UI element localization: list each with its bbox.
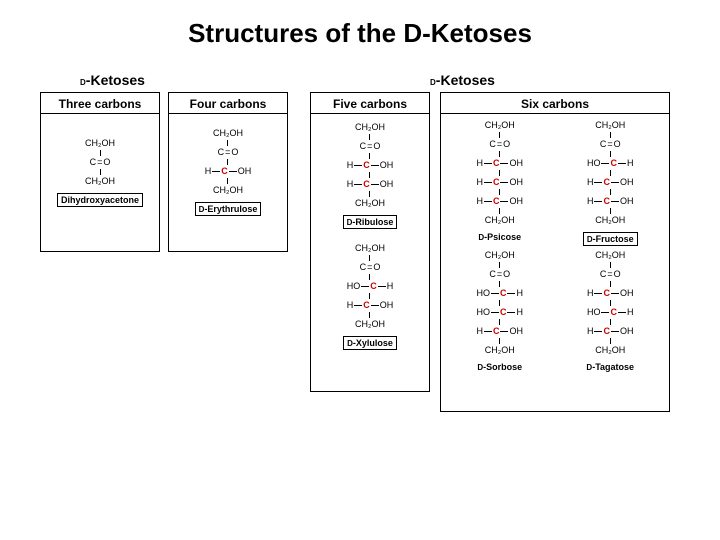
panel-six-carbons: Six carbons CH₂OHC=OHCOHHCOHHCOHCH₂OH D-…	[440, 92, 670, 412]
panel-header-c6: Six carbons	[441, 93, 669, 114]
molecule-xylulose: CH₂OHC=OHOCHHCOHCH₂OH D-XyluloseD-Xylulo…	[343, 243, 397, 350]
molecule-label-fructose: D-FructoseD-Fructose	[583, 232, 638, 246]
molecule-dihydroxyacetone: CH₂OHC=OCH₂OH Dihydroxyacetone	[57, 138, 143, 207]
molecule-label-dha: Dihydroxyacetone	[57, 193, 143, 207]
molecule-label-xylulose: D-XyluloseD-Xylulose	[343, 336, 397, 350]
molecule-label-ribulose: D-RibuloseD-Ribulose	[343, 215, 398, 229]
molecule-label-psicose: D-PsicoseD-Psicose	[478, 232, 521, 242]
molecule-ribulose: CH₂OHC=OHCOHHCOHCH₂OH D-RibuloseD-Ribulo…	[343, 122, 398, 229]
molecule-erythrulose: CH₂OHC=OHCOHCH₂OH D-ErythruloseD-Erythru…	[195, 128, 262, 216]
section-label-right: D-D-KetosesKetoses	[430, 72, 495, 88]
panel-header-c5: Five carbons	[311, 93, 429, 114]
panel-three-carbons: Three carbons CH₂OHC=OCH₂OH Dihydroxyace…	[40, 92, 160, 252]
panel-header-c4: Four carbons	[169, 93, 287, 114]
panel-header-c3: Three carbons	[41, 93, 159, 114]
panel-four-carbons: Four carbons CH₂OHC=OHCOHCH₂OH D-Erythru…	[168, 92, 288, 252]
page-title: Structures of the D-Ketoses	[0, 18, 720, 49]
molecule-sorbose: CH₂OHC=OHOCHHOCHHCOHCH₂OH D-SorboseD-Sor…	[446, 250, 554, 372]
section-label-left: D-D-KetosesKetoses	[80, 72, 145, 88]
molecule-label-tagatose: D-TagatoseD-Tagatose	[586, 362, 634, 372]
molecule-tagatose: CH₂OHC=OHCOHHOCHHCOHCH₂OH D-TagatoseD-Ta…	[556, 250, 664, 372]
molecule-label-erythrulose: D-ErythruloseD-Erythrulose	[195, 202, 262, 216]
panel-five-carbons: Five carbons CH₂OHC=OHCOHHCOHCH₂OH D-Rib…	[310, 92, 430, 392]
molecule-label-sorbose: D-SorboseD-Sorbose	[477, 362, 522, 372]
molecule-psicose: CH₂OHC=OHCOHHCOHHCOHCH₂OH D-PsicoseD-Psi…	[446, 120, 554, 246]
molecule-fructose: CH₂OHC=OHOCHHCOHHCOHCH₂OH D-FructoseD-Fr…	[556, 120, 664, 246]
